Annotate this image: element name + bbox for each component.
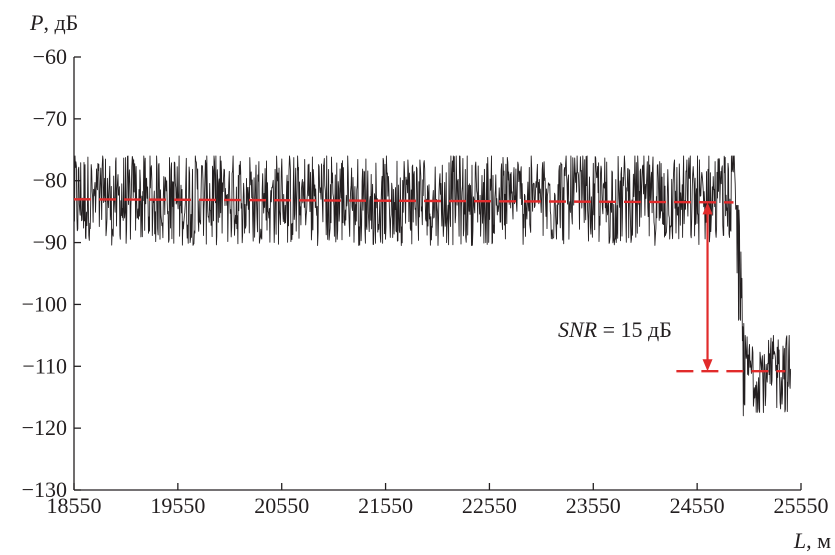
x-axis-var: L — [793, 528, 806, 553]
signal-trace — [73, 155, 792, 417]
x-axis-unit: , м — [806, 528, 831, 553]
x-tick-label: 20550 — [254, 493, 309, 518]
y-tick-label: −60 — [33, 44, 67, 69]
y-tick-label: −70 — [33, 106, 67, 131]
y-tick-label: −100 — [22, 291, 67, 316]
y-tick-label: −120 — [22, 415, 67, 440]
x-tick-label: 24550 — [670, 493, 725, 518]
signal-level-line — [73, 198, 734, 204]
snr-annotation-var: SNR — [558, 317, 598, 342]
x-tick-label: 21550 — [358, 493, 413, 518]
x-tick-label: 25550 — [774, 493, 829, 518]
snr-annotation: SNR = 15 дБ — [558, 317, 672, 342]
y-axis-title: P, дБ — [29, 10, 78, 35]
y-tick-label: −90 — [33, 230, 67, 255]
x-tick-label: 19550 — [150, 493, 205, 518]
plot-frame — [73, 57, 801, 491]
snr-arrow — [702, 202, 713, 372]
x-axis-title: L, м — [793, 528, 831, 553]
y-tick-label: −110 — [22, 353, 67, 378]
snr-arrow-head-bottom — [702, 359, 713, 372]
y-tick-label: −130 — [22, 477, 67, 502]
reference-lines — [73, 198, 786, 373]
snr-arrow-head-top — [702, 202, 713, 215]
x-tick-label: 23550 — [566, 493, 621, 518]
x-ticks: 18550 19550 20550 21550 22550 23550 24550 25550 — [47, 483, 829, 518]
y-ticks: −60 −70 −80 −90 −100 −110 −120 −130 — [22, 44, 81, 502]
snr-annotation-value: = 15 дБ — [597, 317, 672, 342]
y-axis-var: P — [29, 10, 43, 35]
y-axis-unit: , дБ — [43, 10, 78, 35]
x-tick-label: 18550 — [47, 493, 102, 518]
y-tick-label: −80 — [33, 168, 67, 193]
x-tick-label: 22550 — [462, 493, 517, 518]
